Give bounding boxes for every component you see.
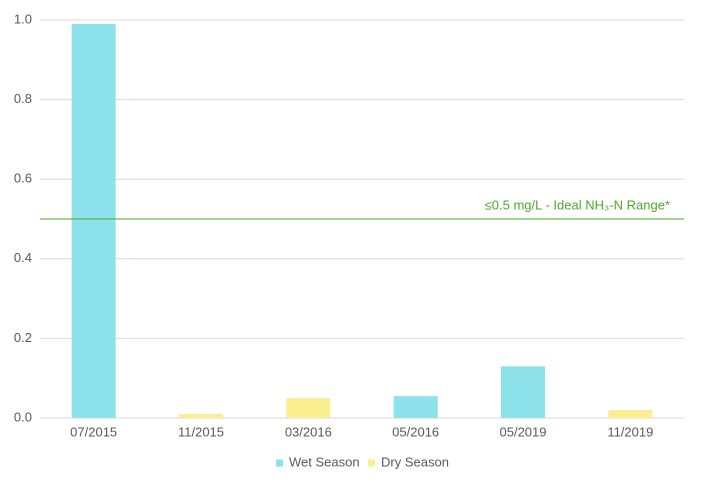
legend-label: Wet Season bbox=[289, 454, 360, 469]
y-tick-label: 0.8 bbox=[14, 91, 32, 106]
x-tick-label: 11/2015 bbox=[178, 424, 224, 439]
y-tick-label: 0.6 bbox=[14, 171, 32, 186]
x-tick-label: 05/2019 bbox=[500, 424, 547, 439]
y-tick-label: 1.0 bbox=[14, 11, 32, 26]
x-tick-label: 07/2015 bbox=[70, 424, 117, 439]
bar bbox=[608, 410, 653, 418]
bar bbox=[71, 23, 116, 418]
reference-label: ≤0.5 mg/L - Ideal NH₃-N Range* bbox=[485, 197, 670, 212]
x-tick-label: 11/2019 bbox=[607, 424, 653, 439]
bar bbox=[500, 366, 546, 418]
x-tick-label: 05/2016 bbox=[392, 424, 439, 439]
y-tick-label: 0.0 bbox=[14, 409, 32, 424]
bar bbox=[178, 414, 224, 418]
bar bbox=[286, 398, 331, 418]
y-tick-label: 0.4 bbox=[14, 250, 32, 265]
legend-swatch bbox=[276, 459, 283, 467]
legend-label: Dry Season bbox=[381, 454, 449, 469]
bar bbox=[393, 396, 438, 418]
y-tick-label: 0.2 bbox=[14, 330, 32, 345]
x-tick-label: 03/2016 bbox=[285, 424, 332, 439]
legend-swatch bbox=[368, 459, 375, 467]
